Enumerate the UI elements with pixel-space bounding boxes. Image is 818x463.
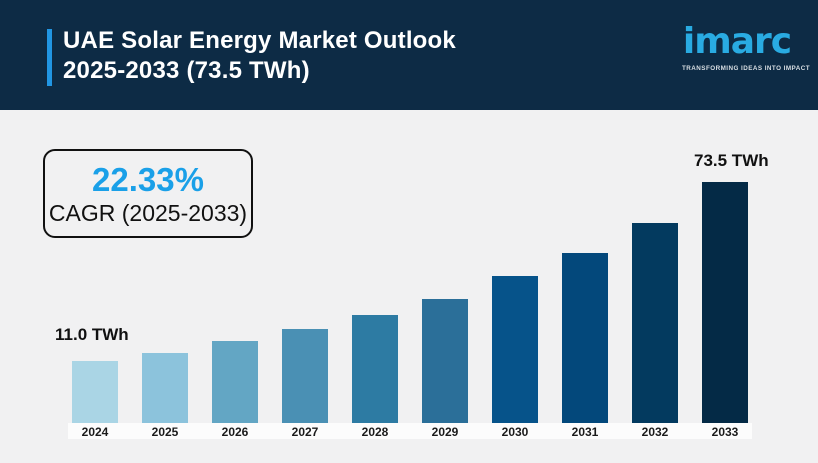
year-label-2029: 2029 bbox=[431, 425, 459, 439]
data-label-2024: 11.0 TWh bbox=[55, 325, 129, 344]
year-label-2033: 2033 bbox=[711, 425, 739, 439]
bar-2028 bbox=[352, 315, 398, 423]
title-accent-bar bbox=[47, 29, 52, 86]
bar-2031 bbox=[562, 253, 608, 423]
year-label-2028: 2028 bbox=[361, 425, 389, 439]
bar-2033 bbox=[702, 182, 748, 423]
bar-2025 bbox=[142, 353, 188, 423]
imarc-logo: imarc TRANSFORMING IDEAS INTO IMPACT bbox=[682, 20, 811, 72]
chart-plot bbox=[68, 140, 752, 423]
cagr-value: 22.33% bbox=[92, 160, 204, 198]
imarc-logo-tagline: TRANSFORMING IDEAS INTO IMPACT bbox=[682, 65, 811, 72]
bar-2032 bbox=[632, 223, 678, 423]
year-label-2032: 2032 bbox=[641, 425, 669, 439]
year-label-2024: 2024 bbox=[81, 425, 109, 439]
page-title-line1: UAE Solar Energy Market Outlook bbox=[63, 27, 456, 54]
page-title: UAE Solar Energy Market Outlook 2025-203… bbox=[63, 26, 603, 86]
cagr-box: 22.33% CAGR (2025-2033) bbox=[43, 149, 253, 238]
year-label-2030: 2030 bbox=[501, 425, 529, 439]
imarc-logo-text: imarc bbox=[682, 21, 792, 62]
bar-2026 bbox=[212, 341, 258, 423]
header: UAE Solar Energy Market Outlook 2025-203… bbox=[0, 0, 818, 110]
year-label-2026: 2026 bbox=[221, 425, 249, 439]
bar-2027 bbox=[282, 329, 328, 423]
bar-2024 bbox=[72, 361, 118, 423]
year-label-2027: 2027 bbox=[291, 425, 319, 439]
axis-strip: 2024 2025 2026 2027 2028 2029 2030 2031 2032 2033 bbox=[68, 423, 752, 439]
year-label-2031: 2031 bbox=[571, 425, 599, 439]
page-title-line2: 2025-2033 (73.5 TWh) bbox=[63, 57, 310, 84]
data-label-2033: 73.5 TWh bbox=[694, 151, 769, 170]
year-label-2025: 2025 bbox=[151, 425, 179, 439]
cagr-label: CAGR (2025-2033) bbox=[48, 199, 248, 226]
bar-2029 bbox=[422, 299, 468, 423]
bar-2030 bbox=[492, 276, 538, 423]
